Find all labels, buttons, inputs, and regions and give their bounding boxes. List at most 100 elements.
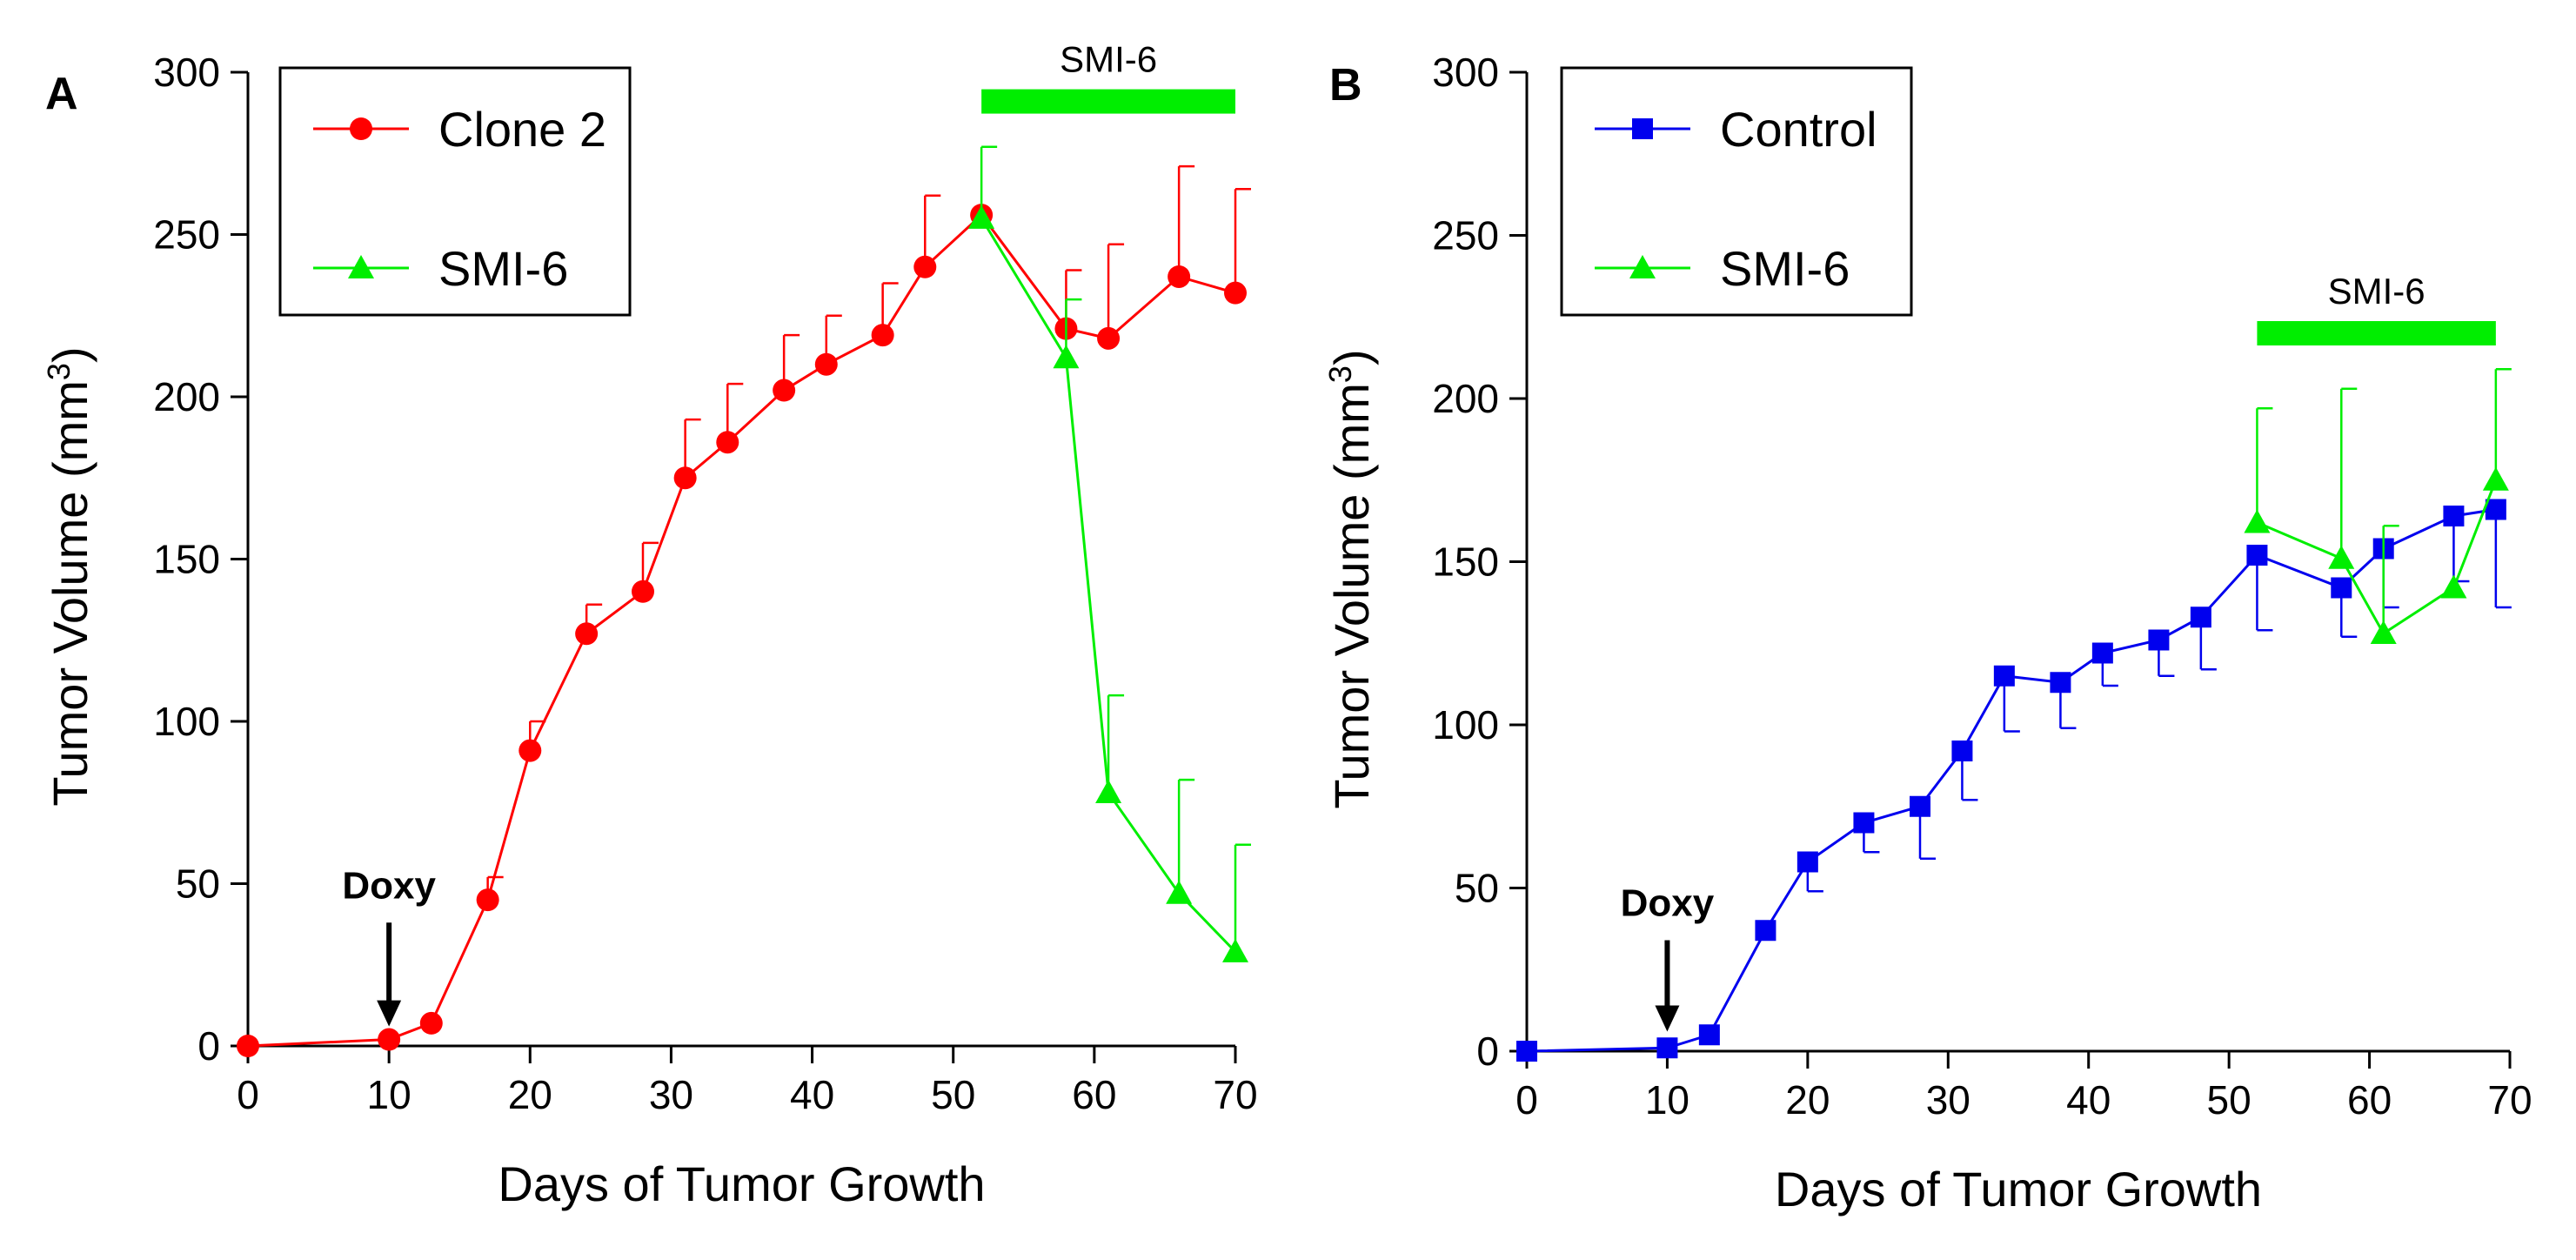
data-point (575, 622, 599, 646)
x-tick-label: 70 (1213, 1072, 1257, 1117)
data-point (2370, 620, 2397, 644)
data-point (1222, 938, 1248, 962)
x-tick-label: 40 (790, 1072, 834, 1117)
y-tick-label: 0 (197, 1023, 220, 1069)
x-axis-title: Days of Tumor Growth (1775, 1162, 2262, 1216)
data-point (419, 1011, 443, 1035)
data-point (1656, 1037, 1678, 1059)
data-point (2246, 545, 2268, 566)
y-tick-label: 100 (1432, 702, 1499, 747)
doxy-arrow-head (1655, 1005, 1680, 1032)
data-point (2190, 607, 2211, 628)
data-point (2148, 629, 2170, 651)
data-point (476, 888, 499, 912)
data-point (2050, 672, 2071, 694)
data-point (1853, 812, 1875, 834)
doxy-arrow-head (377, 1000, 402, 1027)
legend-box (1560, 66, 1913, 317)
y-axis-title-close: ) (1324, 349, 1379, 365)
data-point (237, 1035, 259, 1057)
treatment-bar-label: SMI-6 (1060, 39, 1157, 80)
legend-marker (1629, 255, 1656, 278)
y-tick-label: 250 (1432, 213, 1499, 258)
legend-label: SMI-6 (1720, 241, 1850, 296)
x-tick-label: 10 (1645, 1077, 1689, 1123)
x-tick-label: 0 (1515, 1077, 1538, 1123)
series-line (247, 212, 1236, 1048)
data-point (2091, 642, 2113, 664)
x-tick-label: 30 (649, 1072, 693, 1117)
data-point (716, 431, 739, 454)
data-point (1053, 345, 1080, 369)
data-point (1168, 265, 1191, 288)
data-point (2328, 545, 2355, 569)
legend-marker (350, 117, 372, 140)
y-tick-label: 100 (153, 699, 220, 744)
data-point (1516, 1041, 1537, 1062)
data-point (1095, 780, 1122, 804)
y-axis-title-main: Tumor Volume (mm (1324, 383, 1379, 809)
y-axis-title-main: Tumor Volume (mm (43, 380, 97, 807)
data-point (1910, 795, 1930, 817)
y-tick-label: 200 (153, 374, 220, 419)
panel-a: 0 10 20 30 40 50 60 70 0 50 100 150 200 250 300 Days of… (41, 39, 1258, 1211)
doxy-label: Doxy (1621, 882, 1715, 925)
data-point (773, 379, 796, 402)
x-tick-label: 60 (1072, 1072, 1116, 1117)
data-point (913, 255, 937, 278)
legend-box (278, 66, 632, 317)
x-tick-label: 20 (1785, 1077, 1830, 1123)
data-point (1755, 920, 1776, 942)
data-point (1797, 851, 1818, 873)
treatment-bar (2257, 321, 2496, 345)
series-smi-6 (968, 145, 1251, 962)
x-tick-label: 0 (237, 1072, 259, 1117)
data-point (2485, 499, 2506, 520)
data-point (871, 324, 894, 347)
data-point (2443, 506, 2465, 526)
x-axis-title: Days of Tumor Growth (498, 1156, 985, 1211)
legend-marker (348, 255, 374, 278)
legend: Clone 2 SMI-6 (278, 66, 632, 317)
series-clone-2 (237, 164, 1251, 1057)
series-smi-6 (2244, 368, 2512, 644)
series-control (1516, 499, 2512, 1062)
data-point (2440, 574, 2467, 599)
y-tick-label: 300 (153, 50, 220, 95)
data-point (1698, 1024, 1720, 1046)
legend-label: Control (1720, 102, 1877, 157)
panel-letter: A (45, 69, 78, 119)
data-point (632, 580, 654, 603)
data-point (968, 204, 995, 229)
data-point (1097, 326, 1121, 350)
x-tick-label: 30 (1926, 1077, 1970, 1123)
data-point (1951, 741, 1973, 761)
y-tick-label: 300 (1432, 50, 1499, 95)
panel-letter: B (1329, 60, 1362, 111)
x-tick-label: 20 (508, 1072, 552, 1117)
y-axis-title-sup: 3 (1322, 365, 1358, 383)
y-axis-title-close: ) (43, 346, 97, 363)
y-tick-label: 200 (1432, 376, 1499, 421)
x-tick-label: 60 (2347, 1077, 2392, 1123)
y-tick-label: 50 (176, 861, 220, 907)
x-tick-label: 50 (931, 1072, 975, 1117)
y-tick-label: 0 (1476, 1029, 1499, 1074)
x-tick-label: 70 (2487, 1077, 2532, 1123)
doxy-label: Doxy (342, 864, 436, 907)
data-point (814, 352, 838, 376)
data-point (519, 739, 542, 762)
legend-label: Clone 2 (438, 102, 606, 157)
y-axis-title: Tumor Volume (mm3) (41, 346, 98, 806)
legend-marker (1632, 118, 1653, 139)
y-tick-label: 150 (1432, 540, 1499, 585)
data-point (2482, 466, 2509, 491)
data-point (1224, 281, 1247, 305)
data-point (2244, 509, 2271, 533)
treatment-bar-label: SMI-6 (2328, 271, 2425, 312)
data-point (378, 1028, 401, 1051)
y-axis-title: Tumor Volume (mm3) (1322, 349, 1380, 808)
data-point (1166, 880, 1193, 904)
legend-label: SMI-6 (438, 241, 568, 296)
